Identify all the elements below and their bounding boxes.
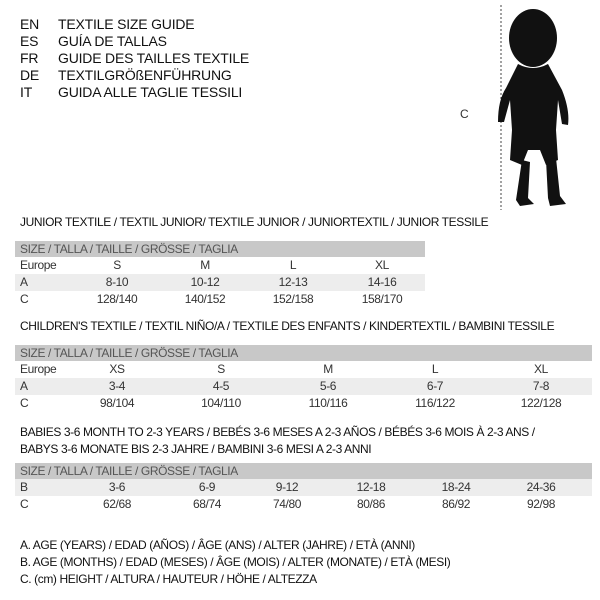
row-label: C <box>20 396 29 410</box>
legend-a: A. AGE (YEARS) / EDAD (AÑOS) / ÂGE (ANS)… <box>20 538 415 552</box>
language-title: TEXTILGRÖßENFÜHRUNG <box>58 67 232 83</box>
table-cell: L <box>289 258 297 272</box>
children-title: CHILDREN'S TEXTILE / TEXTIL NIÑO/A / TEX… <box>20 319 555 333</box>
table-cell: 12-18 <box>356 480 386 494</box>
language-code: ES <box>20 33 39 49</box>
table-cell: 5-6 <box>319 379 337 393</box>
row-label: Europe <box>20 258 57 272</box>
table-cell: 80/86 <box>356 497 386 511</box>
language-title: TEXTILE SIZE GUIDE <box>58 16 195 32</box>
table-cell: 3-4 <box>108 379 126 393</box>
height-label: C <box>460 107 469 121</box>
table-cell: 152/158 <box>272 292 314 306</box>
table-cell: 24-36 <box>526 480 556 494</box>
row-label: B <box>20 480 28 494</box>
table-cell: 98/104 <box>99 396 135 410</box>
row-label: Europe <box>20 362 57 376</box>
row-label: C <box>20 497 29 511</box>
babies-title-line2: BABYS 3-6 MONATE BIS 2-3 JAHRE / BAMBINI… <box>20 442 372 456</box>
language-code: DE <box>20 67 40 83</box>
table-cell: 14-16 <box>367 275 397 289</box>
size-header: SIZE / TALLA / TAILLE / GRÖSSE / TAGLIA <box>15 345 592 361</box>
language-code: IT <box>20 84 33 100</box>
table-row: Europe XS S M L XL <box>15 361 592 378</box>
table-cell: 92/98 <box>526 497 556 511</box>
language-title: GUÍA DE TALLAS <box>58 33 167 49</box>
row-label: A <box>20 379 28 393</box>
table-cell: 158/170 <box>361 292 403 306</box>
language-title: GUIDA ALLE TAGLIE TESSILI <box>58 84 243 100</box>
children-size-table: SIZE / TALLA / TAILLE / GRÖSSE / TAGLIA E… <box>15 345 592 412</box>
table-row: C 98/104 104/110 110/116 116/122 122/128 <box>15 395 592 412</box>
table-cell: XS <box>109 362 125 376</box>
table-cell: 18-24 <box>441 480 471 494</box>
table-cell: 10-12 <box>190 275 220 289</box>
table-cell: 7-8 <box>532 379 550 393</box>
table-cell: 4-5 <box>212 379 230 393</box>
table-cell: 74/80 <box>272 497 302 511</box>
table-cell: XL <box>534 362 548 376</box>
table-cell: 3-6 <box>108 480 126 494</box>
table-cell: 68/74 <box>192 497 222 511</box>
language-title: GUIDE DES TAILLES TEXTILE <box>58 50 250 66</box>
junior-size-table: SIZE / TALLA / TAILLE / GRÖSSE / TAGLIA E… <box>15 241 425 308</box>
table-cell: 12-13 <box>278 275 308 289</box>
table-cell: 128/140 <box>96 292 138 306</box>
table-cell: 140/152 <box>184 292 226 306</box>
table-row: Europe S M L XL <box>15 257 425 274</box>
table-cell: S <box>217 362 225 376</box>
table-cell: 116/122 <box>415 396 455 410</box>
table-cell: 122/128 <box>520 396 562 410</box>
table-cell: L <box>431 362 439 376</box>
table-cell: 104/110 <box>201 396 241 410</box>
table-row: A 8-10 10-12 12-13 14-16 <box>15 274 425 291</box>
language-code: FR <box>20 50 39 66</box>
table-cell: 6-7 <box>426 379 444 393</box>
baby-silhouette-icon <box>498 5 569 210</box>
table-cell: 62/68 <box>102 497 132 511</box>
babies-title-line1: BABIES 3-6 MONTH TO 2-3 YEARS / BEBÉS 3-… <box>20 425 535 439</box>
legend-b: B. AGE (MONTHS) / EDAD (MESES) / ÂGE (MO… <box>20 555 451 569</box>
table-cell: M <box>323 362 333 376</box>
table-cell: M <box>200 258 210 272</box>
table-cell: 9-12 <box>275 480 299 494</box>
table-row: B 3-6 6-9 9-12 12-18 18-24 24-36 <box>15 479 592 496</box>
row-label: A <box>20 275 28 289</box>
table-cell: 8-10 <box>105 275 129 289</box>
table-row: C 62/68 68/74 74/80 80/86 86/92 92/98 <box>15 496 592 513</box>
babies-size-table: SIZE / TALLA / TAILLE / GRÖSSE / TAGLIA B… <box>15 463 592 513</box>
language-code: EN <box>20 16 40 32</box>
size-header: SIZE / TALLA / TAILLE / GRÖSSE / TAGLIA <box>15 463 592 479</box>
table-cell: XL <box>375 258 389 272</box>
table-row: C 128/140 140/152 152/158 158/170 <box>15 291 425 308</box>
table-cell: S <box>113 258 121 272</box>
row-label: C <box>20 292 29 306</box>
table-cell: 110/116 <box>308 396 348 410</box>
table-cell: 86/92 <box>441 497 471 511</box>
size-header: SIZE / TALLA / TAILLE / GRÖSSE / TAGLIA <box>15 241 425 257</box>
junior-title: JUNIOR TEXTILE / TEXTIL JUNIOR/ TEXTILE … <box>20 215 489 229</box>
table-cell: 6-9 <box>198 480 216 494</box>
legend-c: C. (cm) HEIGHT / ALTURA / HAUTEUR / HÖHE… <box>20 572 317 586</box>
table-row: A 3-4 4-5 5-6 6-7 7-8 <box>15 378 592 395</box>
